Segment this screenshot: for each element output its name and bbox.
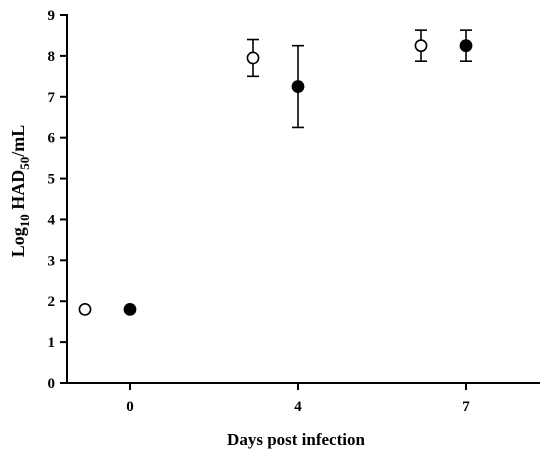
y-tick-label: 4 <box>48 212 56 228</box>
plot-area <box>78 29 473 316</box>
y-tick-label: 7 <box>48 90 56 106</box>
x-tick-label: 4 <box>294 399 302 415</box>
y-tick-label: 1 <box>48 335 56 351</box>
y-tick-label: 5 <box>48 172 56 188</box>
y-tick-label: 2 <box>48 294 56 310</box>
series-2 <box>123 29 473 316</box>
open-circle-point <box>414 39 428 53</box>
y-tick-label: 3 <box>48 253 56 269</box>
y-axis-title: Log10 HAD50/mL <box>8 125 32 258</box>
x-ticks: 0 4 7 <box>126 383 470 415</box>
y-axis-title-base: Log <box>8 227 28 257</box>
y-tick-label: 9 <box>48 8 56 24</box>
y-axis-title-mid: HAD <box>8 170 28 215</box>
x-tick-label: 0 <box>126 399 134 415</box>
series-1 <box>78 29 428 316</box>
open-circle-point <box>78 302 92 316</box>
y-tick-label: 0 <box>48 376 56 392</box>
y-ticks: 0 1 2 3 4 5 6 7 8 9 <box>48 8 67 392</box>
filled-circle-point <box>459 39 473 53</box>
x-axis-title: Days post infection <box>227 430 365 449</box>
y-tick-label: 8 <box>48 49 56 65</box>
open-circle-point <box>246 51 260 65</box>
axes <box>66 14 540 384</box>
y-tick-label: 6 <box>48 131 56 147</box>
filled-circle-point <box>123 302 137 316</box>
y-axis-title-base-subscript: 10 <box>17 214 32 227</box>
y-axis-title-mid-subscript: 50 <box>17 157 32 170</box>
filled-circle-point <box>291 80 305 93</box>
y-axis-title-suffix: /mL <box>8 125 28 158</box>
x-tick-label: 7 <box>462 399 470 415</box>
